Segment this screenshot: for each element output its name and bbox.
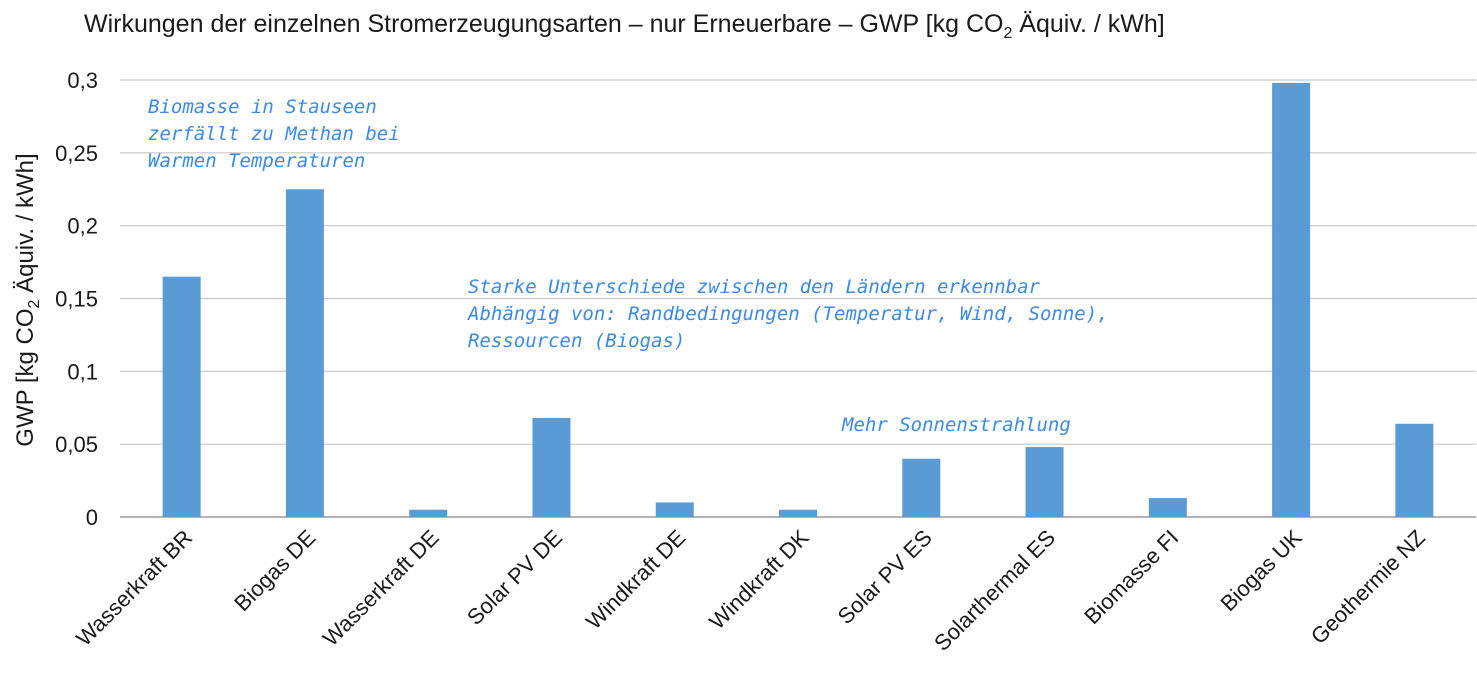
category-label-geothermie-nz: Geothermie NZ <box>1306 525 1430 649</box>
y-tick-label: 0,1 <box>67 359 98 384</box>
annotation-line: Biomasse in Stauseen <box>148 96 377 118</box>
y-tick-label: 0,15 <box>55 287 98 312</box>
annotation-2: Starke Unterschiede zwischen den Ländern… <box>467 276 1109 352</box>
y-tick-label: 0,05 <box>55 432 98 457</box>
chart-title: Wirkungen der einzelnen Stromerzeugungsa… <box>84 10 1165 42</box>
category-label-windkraft-dk: Windkraft DK <box>704 525 814 635</box>
category-label-windkraft-de: Windkraft DE <box>581 525 690 634</box>
annotation-1: Biomasse in Stauseen zerfällt zu Methan b… <box>148 96 400 172</box>
bar-solarthermal-es <box>1025 447 1064 517</box>
annotation-line: Warmen Temperaturen <box>148 150 365 172</box>
bar-wasserkraft-de <box>409 509 448 517</box>
bar-solar-pv-de <box>532 417 571 517</box>
y-tick-label: 0 <box>86 505 98 530</box>
category-label-wasserkraft-de: Wasserkraft DE <box>318 525 444 651</box>
annotation-line: Abhängig von: Randbedingungen (Temperatu… <box>467 303 1109 325</box>
chart-title-subscript: 2 <box>1003 25 1012 42</box>
bar-biomasse-fi <box>1148 498 1187 517</box>
bar-geothermie-nz <box>1395 423 1434 517</box>
bar-wasserkraft-br <box>162 276 201 517</box>
category-label-wasserkraft-br: Wasserkraft BR <box>71 525 197 651</box>
category-label-solar-pv-es: Solar PV ES <box>833 525 937 629</box>
gridlines <box>120 79 1476 518</box>
annotation-line: Ressourcen (Biogas) <box>468 330 685 352</box>
bar-windkraft-dk <box>779 509 817 517</box>
category-label-biomasse-fi: Biomasse FI <box>1079 525 1183 629</box>
chart-title-suffix: Äquiv. / kWh] <box>1012 10 1164 38</box>
y-tick-labels: 0 0,05 0,1 0,15 0,2 0,25 0,3 <box>55 68 98 530</box>
category-label-solarthermal-es: Solarthermal ES <box>929 525 1060 656</box>
chart-title-main: Wirkungen der einzelnen Stromerzeugungsa… <box>84 10 1003 38</box>
category-label-biogas-uk: Biogas UK <box>1215 525 1306 616</box>
category-label-solar-pv-de: Solar PV DE <box>462 525 567 630</box>
annotation-line: zerfällt zu Methan bei <box>148 123 400 145</box>
y-tick-label: 0,25 <box>55 141 98 166</box>
y-tick-label: 0,3 <box>67 68 98 93</box>
y-axis-label: GWP [kg CO2 Äquiv. / kWh] <box>12 153 43 446</box>
y-tick-label: 0,2 <box>67 214 98 239</box>
bar-biogas-de <box>285 189 324 517</box>
annotation-3: Mehr Sonnenstrahlung <box>841 414 1071 436</box>
bar-windkraft-de <box>655 502 694 517</box>
bars <box>162 82 1434 517</box>
category-label-biogas-de: Biogas DE <box>229 525 320 616</box>
y-axis-label-suffix: Äquiv. / kWh] <box>12 153 39 299</box>
bar-solar-pv-es <box>902 458 941 517</box>
bar-biogas-uk <box>1272 82 1311 517</box>
annotations: Biomasse in Stauseen zerfällt zu Methan b… <box>148 96 1109 436</box>
y-axis-label-subscript: 2 <box>26 299 43 308</box>
annotation-line: Mehr Sonnenstrahlung <box>841 414 1071 436</box>
y-axis-label-main: GWP [kg CO <box>12 308 39 446</box>
annotation-line: Starke Unterschiede zwischen den Ländern… <box>468 276 1041 298</box>
